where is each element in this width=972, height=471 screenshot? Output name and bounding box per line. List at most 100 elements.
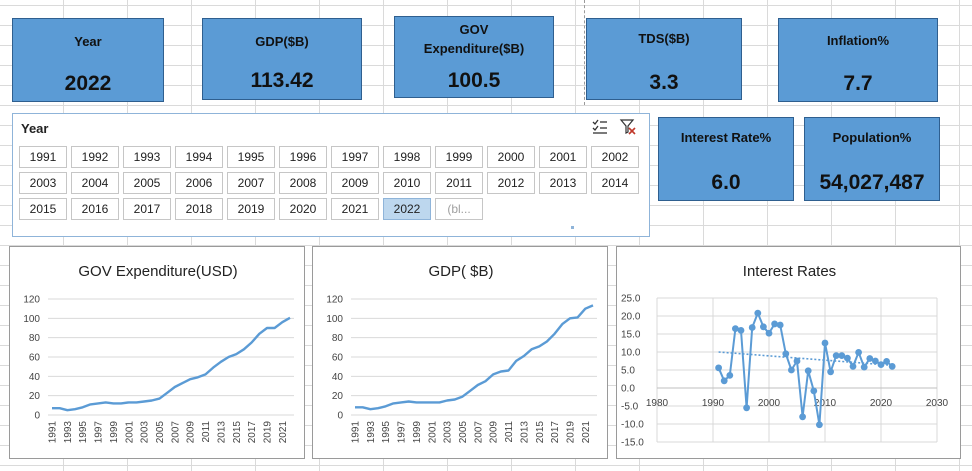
slicer-item-2021[interactable]: 2021 xyxy=(331,198,379,220)
data-point xyxy=(765,329,773,337)
x-tick-label: 1991 xyxy=(351,421,362,444)
kpi-interest-value: 6.0 xyxy=(711,171,741,194)
slicer-item-2018[interactable]: 2018 xyxy=(175,198,223,220)
x-tick-label: 2011 xyxy=(201,421,212,443)
kpi-population-value: 54,027,487 xyxy=(819,171,925,194)
y-tick-label: 120 xyxy=(23,295,40,306)
kpi-gdp-label: GDP($B) xyxy=(255,34,309,49)
kpi-year-label: Year xyxy=(74,34,102,49)
x-tick-label: 1997 xyxy=(94,421,105,444)
data-point xyxy=(883,357,890,365)
y-tick-label: 40 xyxy=(29,372,41,383)
slicer-item-2011[interactable]: 2011 xyxy=(435,172,483,194)
y-tick-label: 20 xyxy=(332,391,344,402)
data-point xyxy=(726,372,734,379)
x-tick-label: 1980 xyxy=(646,398,669,409)
x-tick-label: 2009 xyxy=(186,421,197,444)
slicer-item-1999[interactable]: 1999 xyxy=(435,146,483,168)
slicer-item-2007[interactable]: 2007 xyxy=(227,172,275,194)
x-tick-label: 2003 xyxy=(140,421,151,444)
kpi-card-year[interactable]: Year 2022 xyxy=(12,18,164,102)
x-tick-label: 2013 xyxy=(216,421,227,444)
kpi-card-gov-expenditure[interactable]: GOV Expenditure($B) 100.5 xyxy=(394,16,554,98)
x-tick-label: 2005 xyxy=(155,421,166,444)
slicer-item-2001[interactable]: 2001 xyxy=(539,146,587,168)
data-point xyxy=(872,357,879,365)
kpi-gov-label-line2: Expenditure($B) xyxy=(423,41,525,56)
x-tick-label: 2017 xyxy=(247,421,258,444)
slicer-item-2013[interactable]: 2013 xyxy=(539,172,587,194)
data-point xyxy=(754,309,762,317)
slicer-item-2010[interactable]: 2010 xyxy=(383,172,431,194)
slicer-item-2012[interactable]: 2012 xyxy=(487,172,535,194)
data-point xyxy=(715,364,722,372)
y-tick-label: 0 xyxy=(34,411,40,422)
x-tick-label: 1993 xyxy=(63,421,74,444)
data-point xyxy=(832,352,840,359)
multi-select-icon[interactable] xyxy=(591,118,609,136)
slicer-item-1992[interactable]: 1992 xyxy=(71,146,119,168)
slicer-item-2014[interactable]: 2014 xyxy=(591,172,639,194)
data-point xyxy=(810,387,818,395)
slicer-item-blank[interactable]: (bl... xyxy=(435,198,483,220)
y-tick-label: 100 xyxy=(326,314,343,325)
kpi-card-interest-rate[interactable]: Interest Rate% 6.0 xyxy=(658,117,794,201)
x-tick-label: 2013 xyxy=(519,421,530,444)
resize-handle[interactable] xyxy=(571,226,574,229)
slicer-item-2004[interactable]: 2004 xyxy=(71,172,119,194)
slicer-item-2009[interactable]: 2009 xyxy=(331,172,379,194)
kpi-card-tds[interactable]: TDS($B) 3.3 xyxy=(586,18,742,100)
slicer-item-2002[interactable]: 2002 xyxy=(591,146,639,168)
clear-filter-icon[interactable] xyxy=(619,118,637,136)
data-point xyxy=(788,366,795,374)
x-tick-label: 2015 xyxy=(232,421,243,444)
data-point xyxy=(732,325,739,332)
y-tick-label: 0.0 xyxy=(621,384,635,395)
kpi-card-population[interactable]: Population% 54,027,487 xyxy=(804,117,940,201)
kpi-interest-label: Interest Rate% xyxy=(680,130,772,145)
y-tick-label: 120 xyxy=(326,295,343,306)
x-tick-label: 1993 xyxy=(366,421,377,444)
data-point xyxy=(821,339,829,347)
gov-expenditure-chart[interactable]: GOV Expenditure(USD) 0 20 40 60 80 100 120 1991 1… xyxy=(9,246,305,459)
slicer-item-2019[interactable]: 2019 xyxy=(227,198,275,220)
y-tick-label: 5.0 xyxy=(621,366,635,377)
x-tick-label: 2003 xyxy=(443,421,454,444)
slicer-item-2006[interactable]: 2006 xyxy=(175,172,223,194)
slicer-item-2008[interactable]: 2008 xyxy=(279,172,327,194)
slicer-item-2005[interactable]: 2005 xyxy=(123,172,171,194)
slicer-item-1991[interactable]: 1991 xyxy=(19,146,67,168)
slicer-item-2020[interactable]: 2020 xyxy=(279,198,327,220)
slicer-item-1994[interactable]: 1994 xyxy=(175,146,223,168)
kpi-population-label: Population% xyxy=(832,130,912,145)
x-tick-label: 1997 xyxy=(397,421,408,444)
x-tick-label: 1995 xyxy=(78,421,89,444)
x-tick-label: 2019 xyxy=(565,421,576,444)
kpi-year-value: 2022 xyxy=(64,72,112,95)
slicer-item-1995[interactable]: 1995 xyxy=(227,146,275,168)
slicer-item-2016[interactable]: 2016 xyxy=(71,198,119,220)
slicer-item-1998[interactable]: 1998 xyxy=(383,146,431,168)
slicer-item-2003[interactable]: 2003 xyxy=(19,172,67,194)
kpi-card-gdp[interactable]: GDP($B) 113.42 xyxy=(202,18,362,100)
slicer-item-2015[interactable]: 2015 xyxy=(19,198,67,220)
chart-title: GOV Expenditure(USD) xyxy=(78,263,237,280)
gdp-chart[interactable]: GDP( $B) 0 20 40 60 80 100 120 1991 1993 1995 1997 1… xyxy=(312,246,608,459)
slicer-title: Year xyxy=(21,121,49,136)
chart-title: Interest Rates xyxy=(743,263,836,280)
slicer-item-1996[interactable]: 1996 xyxy=(279,146,327,168)
data-point xyxy=(776,321,784,329)
slicer-item-2022[interactable]: 2022 xyxy=(383,198,431,220)
slicer-item-2000[interactable]: 2000 xyxy=(487,146,535,168)
slicer-item-2017[interactable]: 2017 xyxy=(123,198,171,220)
interest-rates-chart[interactable]: Interest Rates -15.0 -10.0 -5.0 0.0 5.0 10.0 15… xyxy=(616,246,961,459)
series-line xyxy=(355,304,594,411)
slicer-item-1993[interactable]: 1993 xyxy=(123,146,171,168)
x-tick-label: 2001 xyxy=(124,421,135,444)
y-tick-label: 0 xyxy=(337,411,343,422)
x-tick-label: 2021 xyxy=(278,421,289,444)
y-tick-label: 25.0 xyxy=(621,294,641,305)
slicer-item-1997[interactable]: 1997 xyxy=(331,146,379,168)
kpi-card-inflation[interactable]: Inflation% 7.7 xyxy=(778,18,938,102)
x-tick-label: 2015 xyxy=(535,421,546,444)
